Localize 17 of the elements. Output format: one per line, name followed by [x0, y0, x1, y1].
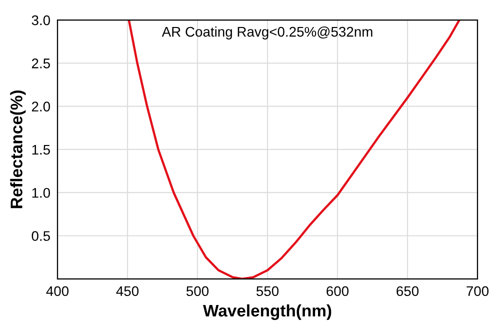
y-tick-label: 1.5 [32, 144, 50, 155]
y-tick-label: 0.5 [32, 231, 50, 241]
y-tick-label: 3.0 [32, 15, 50, 26]
y-tick-label: 2.5 [32, 58, 50, 68]
x-tick-label: 500 [186, 286, 209, 296]
y-tick-label: 2.0 [32, 102, 50, 112]
y-axis-title: Reflectance(%) [10, 90, 26, 208]
x-tick-label: 600 [326, 286, 349, 296]
line-series [128, 20, 460, 279]
x-axis-title: Wavelength(nm) [203, 304, 332, 320]
x-tick-label: 400 [46, 286, 69, 296]
x-tick-label: 450 [116, 286, 139, 296]
x-tick-label: 700 [466, 286, 489, 296]
x-tick-label: 550 [256, 286, 279, 296]
y-tick-label: 1.0 [32, 188, 50, 198]
x-tick-label: 650 [396, 286, 419, 296]
annotation: AR Coating Ravg<0.25%@532nm [162, 26, 372, 40]
